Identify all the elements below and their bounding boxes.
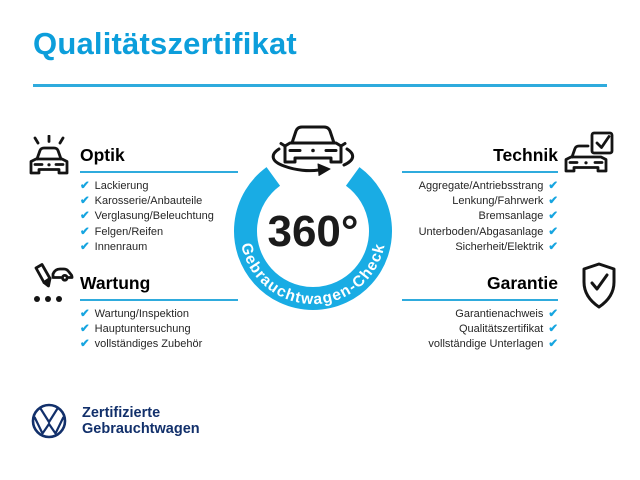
item-label: Lenkung/Fahrwerk [452,195,544,208]
check-icon: ✔ [80,338,90,351]
list-item: ✔ vollständiges Zubehör [80,337,238,352]
item-label: Unterboden/Abgasanlage [418,225,544,238]
list-item: ✔ Hauptuntersuchung [80,322,238,337]
technik-checklist: Aggregate/Antriebsstrang ✔ Lenkung/Fahrwe… [402,179,558,255]
check-icon: ✔ [80,180,90,192]
item-label: Bremsanlage [478,210,544,223]
list-item: ✔ Wartung/Inspektion [80,307,238,322]
check-icon: ✔ [548,240,558,253]
check-icon: ✔ [80,225,90,238]
section-title-garantie: Garantie [402,273,558,301]
list-item: Qualitätszertifikat ✔ [402,322,558,337]
item-label: vollständiges Zubehör [94,338,203,351]
360-badge-graphic: Gebrauchtwagen-Check 360° [234,125,392,310]
section-title-technik: Technik [402,145,558,173]
check-icon: ✔ [548,225,558,238]
pencil-car-icon [34,263,74,302]
title-underline [33,84,607,87]
list-item: ✔ Lackierung [80,179,238,194]
item-label: vollständige Unterlagen [428,338,544,351]
section-garantie: Garantie Garantienachweis ✔ Qualitätszert… [402,258,620,353]
shield-check-icon [582,262,616,309]
check-icon: ✔ [548,338,558,351]
item-label: Wartung/Inspektion [94,308,190,320]
item-label: Garantienachweis [455,308,544,320]
degree-value: 360° [267,207,358,256]
list-item: ✔ Innenraum [80,240,238,255]
check-icon: ✔ [548,180,558,192]
list-item: Bremsanlage ✔ [402,209,558,224]
check-icon: ✔ [80,240,90,253]
wartung-checklist: ✔ Wartung/Inspektion ✔ Hauptuntersuchung ✔… [80,307,238,353]
list-item: ✔ Felgen/Reifen [80,225,238,240]
page-title: Qualitätszertifikat [33,26,297,61]
section-optik: Optik ✔ Lackierung ✔ Karosserie/Anbauteile… [24,130,238,255]
item-label: Innenraum [94,240,148,253]
check-icon: ✔ [80,195,90,208]
section-title-optik: Optik [80,145,238,173]
section-technik: Technik Aggregate/Antriebsstrang ✔ Lenkun… [402,130,620,255]
item-label: Karosserie/Anbauteile [94,195,203,208]
section-wartung: Wartung ✔ Wartung/Inspektion ✔ Hauptunters… [24,258,238,353]
check-icon: ✔ [548,195,558,208]
item-label: Qualitätszertifikat [458,323,544,336]
list-item: Lenkung/Fahrwerk ✔ [402,194,558,209]
item-label: Verglasung/Beleuchtung [94,210,214,223]
item-label: Sicherheit/Elektrik [455,240,544,253]
list-item: ✔ Verglasung/Beleuchtung [80,209,238,224]
optik-checklist: ✔ Lackierung ✔ Karosserie/Anbauteile ✔ Verg… [80,179,238,255]
check-icon: ✔ [80,210,90,223]
check-icon: ✔ [80,323,90,336]
car-rotation-icon [271,125,355,176]
360-check-badge: Gebrauchtwagen-Check 360° [217,107,409,355]
footer-brand-line1: Zertifizierte [82,404,161,421]
list-item: vollständige Unterlagen ✔ [402,337,558,352]
list-item: Unterboden/Abgasanlage ✔ [402,225,558,240]
footer-brand: Zertifizierte Gebrauchtwagen [30,402,200,440]
list-item: Aggregate/Antriebsstrang ✔ [402,179,558,194]
item-label: Lackierung [94,180,149,192]
car-checklist-icon [564,131,614,173]
item-label: Aggregate/Antriebsstrang [418,180,544,192]
list-item: Sicherheit/Elektrik ✔ [402,240,558,255]
check-icon: ✔ [548,323,558,336]
shiny-car-icon [29,135,69,175]
check-icon: ✔ [548,210,558,223]
list-item: ✔ Karosserie/Anbauteile [80,194,238,209]
item-label: Felgen/Reifen [94,225,164,238]
garantie-checklist: Garantienachweis ✔ Qualitätszertifikat ✔ v… [402,307,558,353]
check-icon: ✔ [548,308,558,320]
item-label: Hauptuntersuchung [94,323,191,336]
footer-brand-text: Zertifizierte Gebrauchtwagen [82,405,200,438]
ring-arc [234,167,392,310]
check-icon: ✔ [80,308,90,320]
vw-logo [31,403,67,439]
section-title-wartung: Wartung [80,273,238,301]
footer-brand-line2: Gebrauchtwagen [82,421,200,437]
list-item: Garantienachweis ✔ [402,307,558,322]
